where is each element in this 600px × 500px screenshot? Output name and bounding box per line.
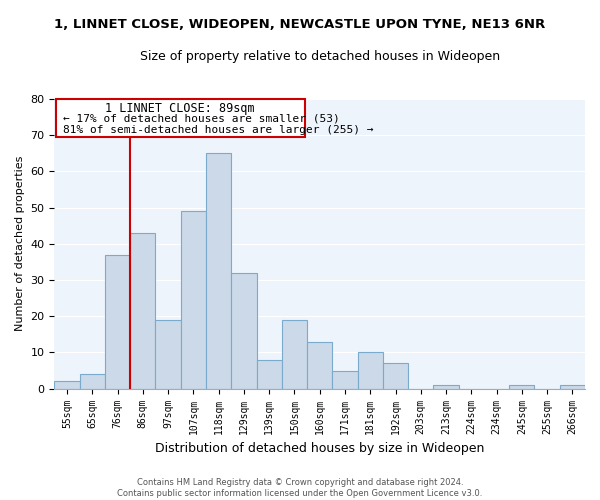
Y-axis label: Number of detached properties: Number of detached properties — [15, 156, 25, 332]
Bar — [307, 342, 332, 388]
Bar — [55, 382, 80, 388]
Bar — [80, 374, 105, 388]
Bar — [282, 320, 307, 388]
Bar — [105, 254, 130, 388]
Bar — [383, 364, 408, 388]
Bar — [509, 385, 535, 388]
Bar — [231, 273, 257, 388]
X-axis label: Distribution of detached houses by size in Wideopen: Distribution of detached houses by size … — [155, 442, 484, 455]
Bar — [181, 211, 206, 388]
Bar — [433, 385, 458, 388]
Text: 1 LINNET CLOSE: 89sqm: 1 LINNET CLOSE: 89sqm — [105, 102, 255, 115]
Bar — [155, 320, 181, 388]
Title: Size of property relative to detached houses in Wideopen: Size of property relative to detached ho… — [140, 50, 500, 63]
Text: Contains HM Land Registry data © Crown copyright and database right 2024.
Contai: Contains HM Land Registry data © Crown c… — [118, 478, 482, 498]
FancyBboxPatch shape — [56, 99, 305, 137]
Bar — [257, 360, 282, 388]
Bar — [560, 385, 585, 388]
Text: 81% of semi-detached houses are larger (255) →: 81% of semi-detached houses are larger (… — [63, 125, 374, 135]
Text: ← 17% of detached houses are smaller (53): ← 17% of detached houses are smaller (53… — [63, 114, 340, 124]
Bar — [206, 153, 231, 388]
Bar — [130, 233, 155, 388]
Bar — [332, 370, 358, 388]
Text: 1, LINNET CLOSE, WIDEOPEN, NEWCASTLE UPON TYNE, NE13 6NR: 1, LINNET CLOSE, WIDEOPEN, NEWCASTLE UPO… — [55, 18, 545, 30]
Bar — [358, 352, 383, 388]
